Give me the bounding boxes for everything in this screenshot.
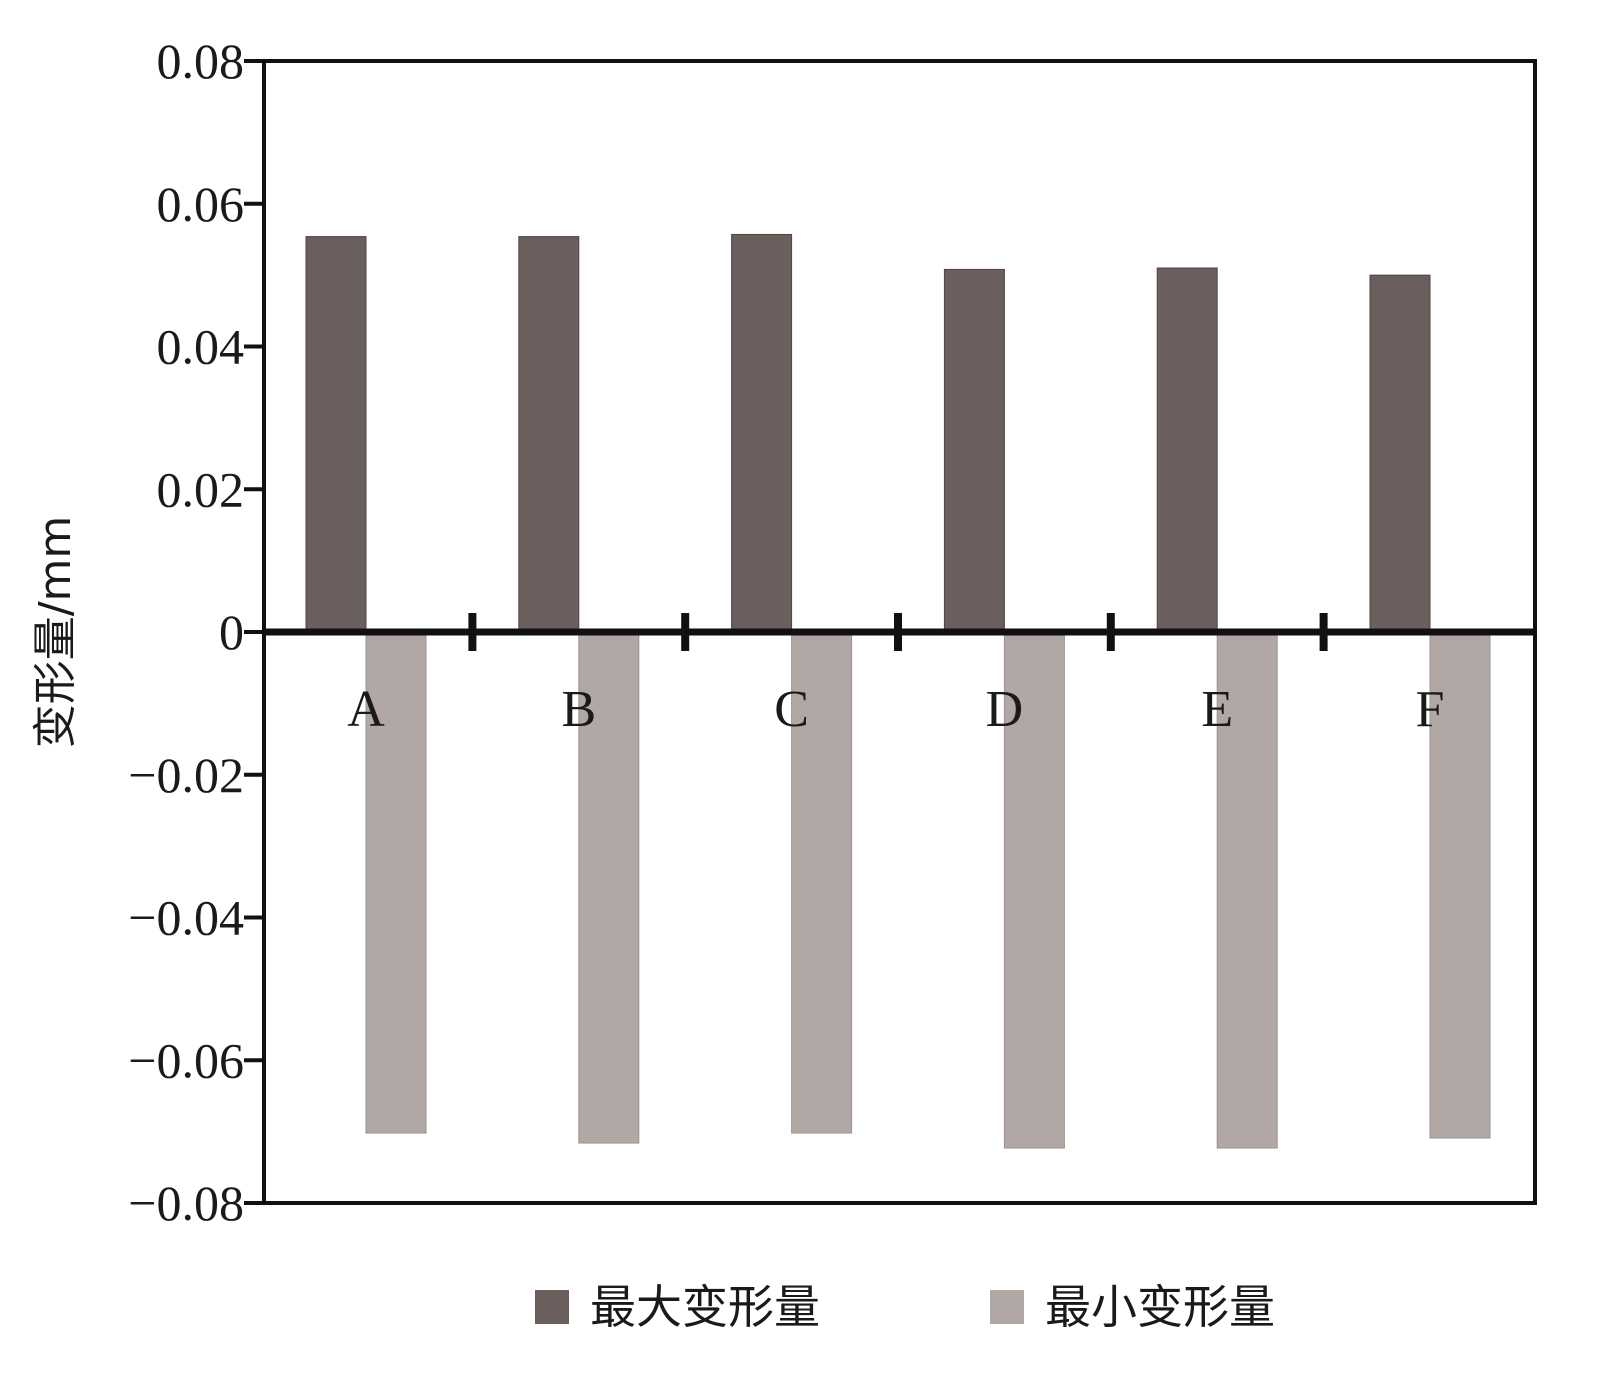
x-tick-label-E: E (1201, 681, 1233, 738)
x-axis-labels: A B C D E F (347, 681, 1444, 738)
bar-max-B (518, 236, 580, 633)
bar-max-F (1369, 274, 1431, 633)
y-tick-label: 0 (219, 604, 244, 660)
bar-max-E (1156, 267, 1218, 633)
y-tick-label: −0.08 (128, 1175, 244, 1231)
legend-label-1: 最小变形量 (1045, 1280, 1275, 1334)
bars-group (305, 233, 1491, 1149)
legend-swatch-0 (535, 1290, 569, 1324)
y-tick-label: −0.04 (128, 890, 244, 946)
bar-min-D (1003, 631, 1065, 1149)
y-axis: 0.08 0.06 0.04 0.02 0 −0.02 −0.04 −0.06 −0.08 (128, 33, 264, 1231)
x-tick-label-B: B (561, 681, 596, 738)
y-tick-label: −0.06 (128, 1032, 244, 1088)
x-tick-label-F: F (1416, 681, 1445, 738)
legend-swatch-1 (990, 1290, 1024, 1324)
bar-max-A (305, 236, 367, 633)
category-separators (468, 613, 1328, 651)
y-tick-label: 0.08 (157, 33, 245, 89)
bar-max-D (943, 268, 1005, 633)
y-tick-label: 0.02 (157, 461, 245, 517)
bar-max-C (731, 233, 793, 633)
y-tick-label: −0.02 (128, 747, 244, 803)
bar-min-F (1429, 631, 1491, 1139)
legend: 最大变形量 最小变形量 (535, 1280, 1275, 1334)
x-tick-label-D: D (986, 681, 1024, 738)
y-axis-label: 变形量/mm (30, 516, 81, 749)
bar-min-B (578, 631, 640, 1144)
bar-min-E (1216, 631, 1278, 1149)
y-tick-label: 0.04 (157, 319, 245, 375)
bar-min-A (365, 631, 427, 1134)
y-tick-label: 0.06 (157, 176, 245, 232)
legend-label-0: 最大变形量 (590, 1280, 820, 1334)
x-tick-label-C: C (774, 681, 809, 738)
x-tick-label-A: A (347, 681, 385, 738)
